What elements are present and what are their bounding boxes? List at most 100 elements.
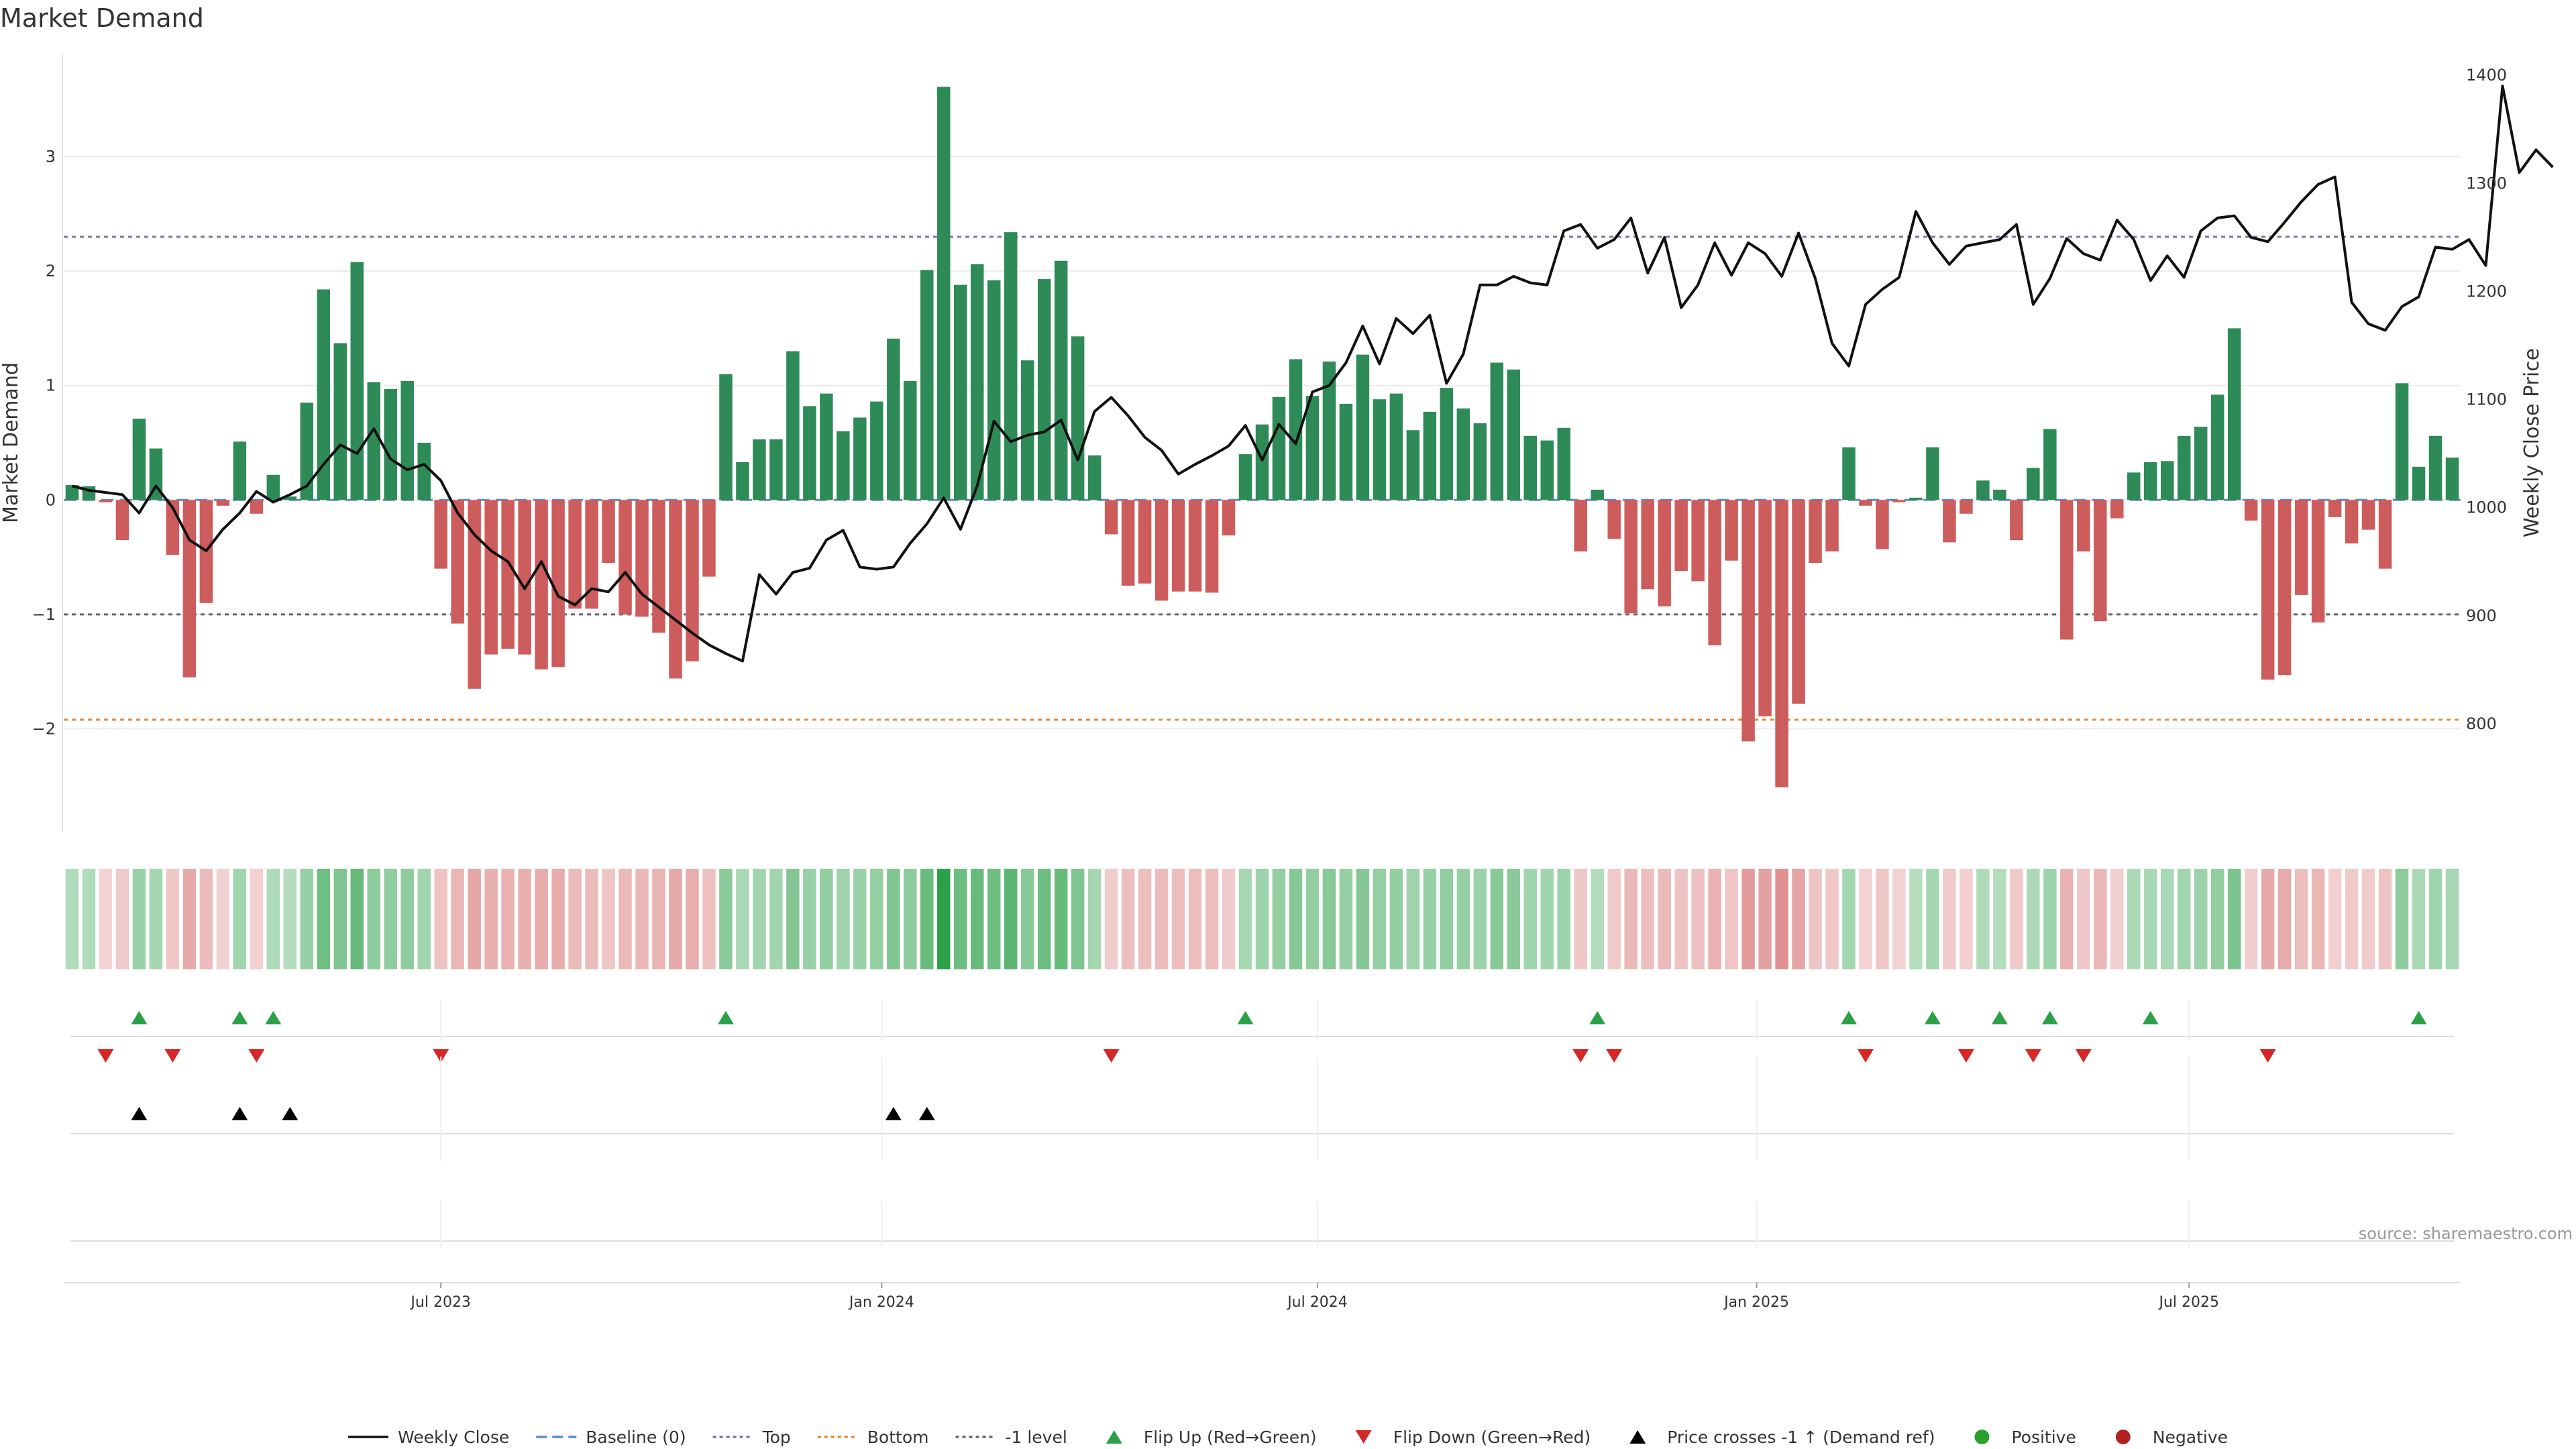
heat-cell (2210, 869, 2224, 969)
demand-bar (1607, 500, 1621, 539)
heat-cell (2227, 869, 2241, 969)
heat-cell (2144, 869, 2157, 969)
heat-cell (1305, 869, 1320, 969)
demand-bar (1892, 500, 1906, 502)
heat-cell (904, 869, 917, 969)
source-note: source: sharemaestro.com (2359, 1224, 2573, 1243)
legend-label: Top (762, 1428, 791, 1447)
right-tick-label: 1300 (2466, 174, 2507, 193)
heat-cell (2043, 869, 2057, 969)
heat-cell (1406, 869, 1420, 969)
demand-bar (2043, 429, 2057, 500)
demand-bar (65, 485, 79, 500)
heat-cell (1037, 869, 1051, 969)
heat-cell (1691, 869, 1705, 969)
heat-cell (2361, 869, 2375, 969)
demand-bar (2210, 394, 2224, 500)
price-cross-marker (131, 1107, 148, 1120)
heat-cell (1876, 869, 1889, 969)
demand-heat-strip (65, 869, 2459, 969)
heat-cell (2395, 869, 2409, 969)
demand-bar (1389, 393, 1403, 500)
flip-up-marker (1589, 1011, 1606, 1024)
heat-cell (518, 869, 531, 969)
heat-cell (887, 869, 900, 969)
demand-bar (1171, 500, 1185, 592)
demand-bar (870, 401, 883, 500)
heat-cell (1775, 869, 1788, 969)
price-line (71, 85, 2554, 663)
legend-swatch (1974, 1430, 1990, 1444)
heat-cell (1842, 869, 1856, 969)
demand-bar (1976, 480, 1990, 500)
heat-cell (2277, 869, 2292, 969)
heat-cell (937, 869, 951, 969)
demand-bar (2412, 466, 2426, 500)
chart-title: Market Demand (0, 3, 204, 33)
legend-item: Flip Down (Green→Red) (1355, 1428, 1591, 1447)
legend-label: Flip Up (Red→Green) (1144, 1428, 1317, 1447)
demand-bar (1641, 500, 1654, 590)
demand-bar (384, 388, 397, 500)
heat-cell (2378, 869, 2392, 969)
heat-cell (535, 869, 548, 969)
heat-cell (501, 869, 515, 969)
demand-bar (904, 380, 917, 500)
heat-cell (1674, 869, 1688, 969)
heat-cell (652, 869, 665, 969)
right-tick-label: 800 (2466, 714, 2497, 733)
heat-cell (786, 869, 800, 969)
heat-cell (635, 869, 649, 969)
demand-bar (803, 406, 816, 500)
legend-swatch (1106, 1430, 1122, 1444)
demand-bar (1741, 500, 1755, 742)
demand-bar (1305, 396, 1320, 500)
demand-bar (652, 500, 665, 633)
demand-bar (1456, 408, 1470, 500)
demand-bar (1926, 447, 1939, 500)
demand-bar (1054, 260, 1068, 500)
heat-cell (1456, 869, 1470, 969)
heat-cell (1926, 869, 1939, 969)
heat-cell (803, 869, 816, 969)
heat-cell (2010, 869, 2023, 969)
heat-cell (451, 869, 464, 969)
demand-bar (2294, 500, 2308, 595)
right-tick-label: 1100 (2466, 390, 2507, 409)
legend-swatch (1355, 1430, 1372, 1444)
heat-cell (1222, 869, 1236, 969)
demand-bar (1708, 500, 1721, 645)
heat-cell (1289, 869, 1303, 969)
heat-cell (1892, 869, 1906, 969)
heat-cell (2311, 869, 2325, 969)
legend-item: Negative (2115, 1428, 2228, 1447)
heat-cell (2328, 869, 2342, 969)
heat-cell (400, 869, 414, 969)
legend-item: Weekly Close (347, 1428, 509, 1447)
demand-bar (1188, 500, 1202, 592)
heat-cell (166, 869, 180, 969)
demand-bar (987, 280, 1001, 500)
demand-bar (317, 289, 331, 500)
demand-bar (937, 87, 951, 500)
heat-cell (2261, 869, 2275, 969)
demand-bar (1523, 435, 1538, 500)
demand-bar (551, 500, 565, 667)
heat-cell (686, 869, 699, 969)
demand-bar (1356, 354, 1370, 500)
heat-cell (920, 869, 934, 969)
heat-cell (853, 869, 867, 969)
demand-bar (233, 441, 247, 500)
demand-bar (1087, 455, 1102, 500)
demand-bar (2144, 462, 2157, 500)
demand-bar (736, 462, 749, 500)
flip-up-marker (717, 1011, 734, 1024)
heat-cell (753, 869, 766, 969)
demand-bar (2378, 500, 2392, 569)
heat-cell (1238, 869, 1252, 969)
left-tick-label: 3 (46, 148, 56, 166)
heat-cell (1490, 869, 1504, 969)
demand-bar (300, 402, 314, 500)
demand-bar (115, 500, 129, 540)
x-tick-label: Jan 2024 (848, 1294, 914, 1311)
